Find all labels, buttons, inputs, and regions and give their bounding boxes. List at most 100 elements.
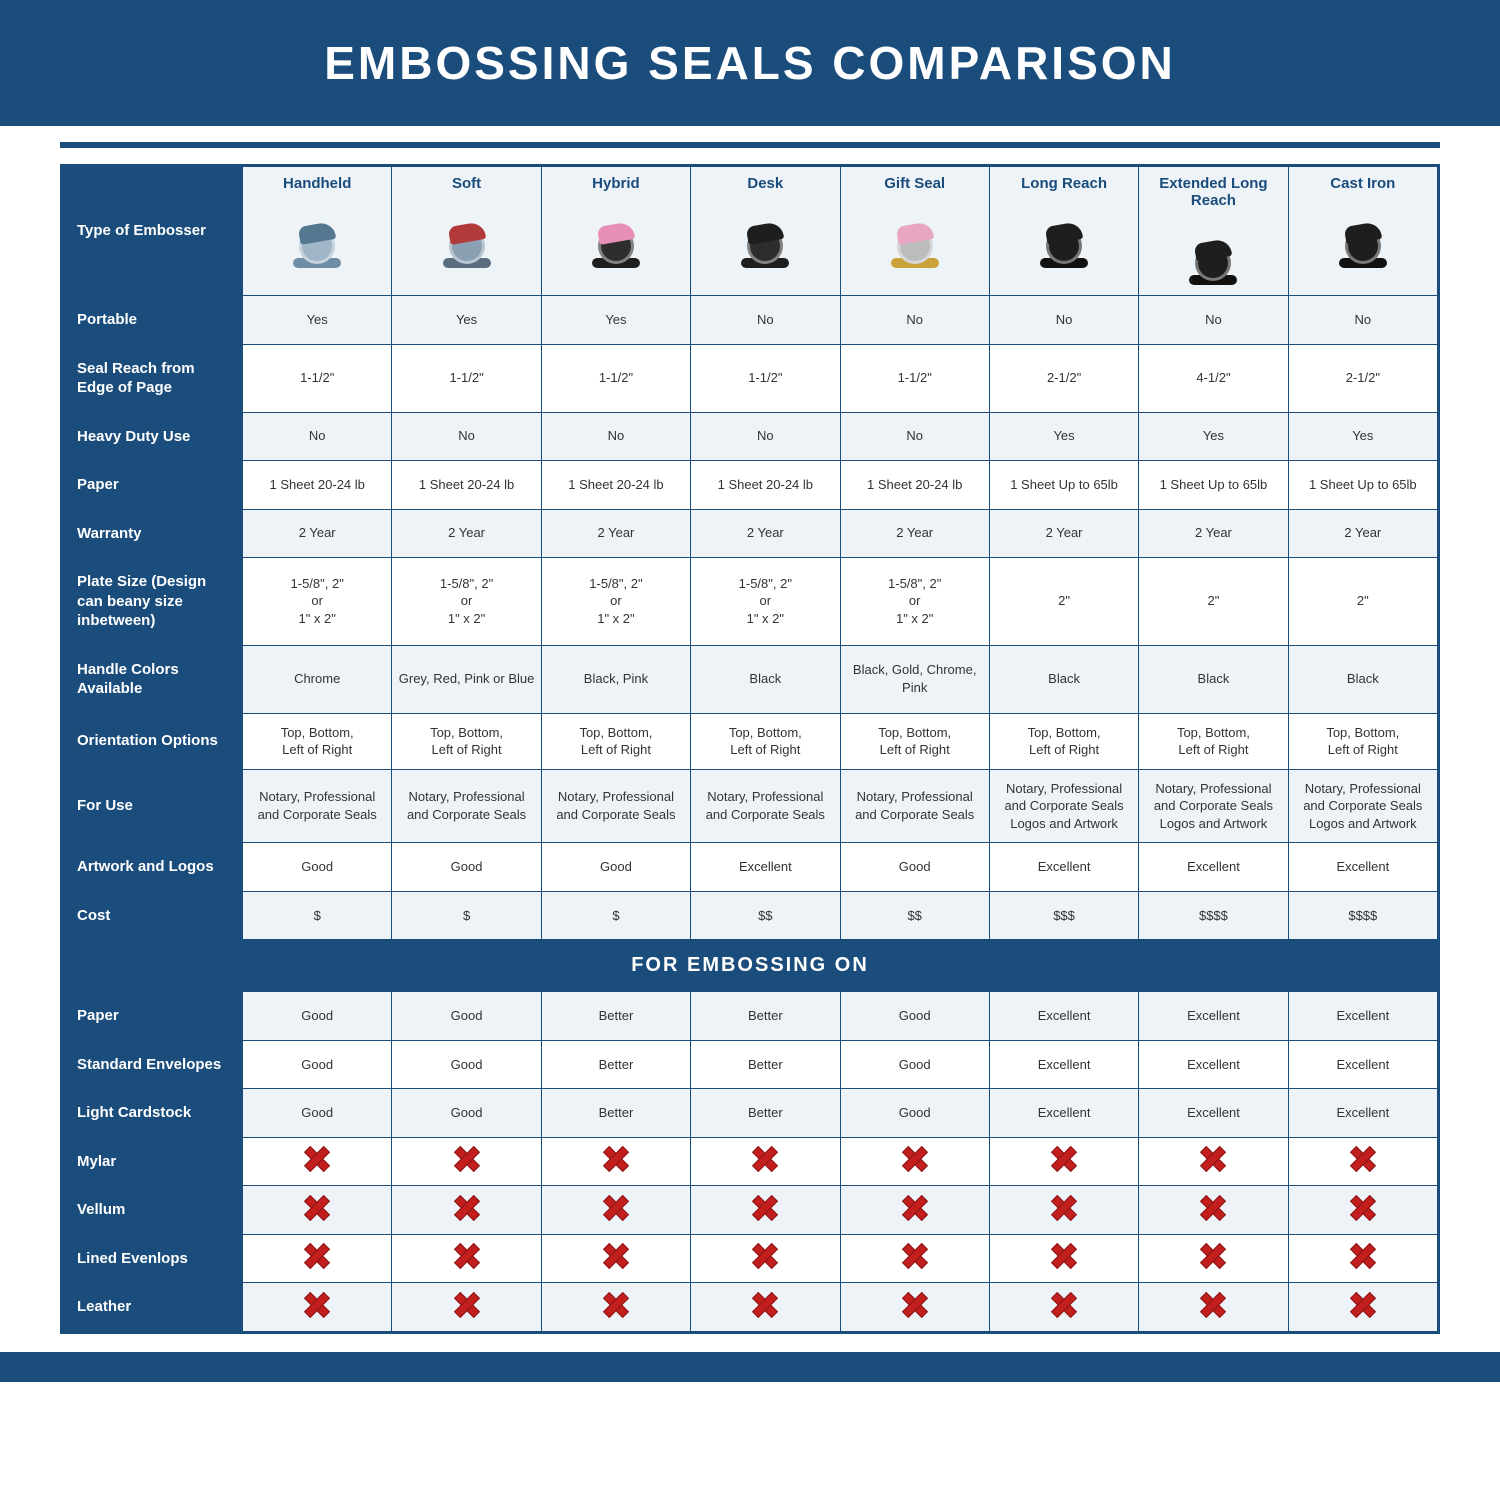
cell: Notary, Professional and Corporate Seals… — [989, 769, 1138, 843]
cell: 1-5/8", 2"or1" x 2" — [840, 558, 989, 646]
cell: 2 Year — [840, 509, 989, 558]
cell: Chrome — [243, 645, 392, 713]
column-label: Desk — [695, 175, 835, 192]
cell: No — [691, 296, 840, 345]
not-supported-icon — [1053, 1245, 1075, 1267]
cell: Better — [691, 992, 840, 1041]
cell: No — [840, 412, 989, 461]
column-label: Hybrid — [546, 175, 686, 192]
row-label: Mylar — [63, 1137, 243, 1186]
comparison-table: Type of EmbosserHandheld Soft Hybrid Des… — [62, 166, 1438, 1332]
table-row: Warranty2 Year2 Year2 Year2 Year2 Year2 … — [63, 509, 1438, 558]
cell: Better — [541, 992, 690, 1041]
cell: $ — [541, 891, 690, 940]
not-supported-icon — [904, 1294, 926, 1316]
column-header: Gift Seal — [840, 167, 989, 296]
cell: 1-5/8", 2"or1" x 2" — [541, 558, 690, 646]
row-label: Warranty — [63, 509, 243, 558]
cell: Excellent — [1139, 1040, 1288, 1089]
column-header: Handheld — [243, 167, 392, 296]
cell: Black, Pink — [541, 645, 690, 713]
not-supported-icon — [904, 1245, 926, 1267]
table-row: Paper1 Sheet 20-24 lb1 Sheet 20-24 lb1 S… — [63, 461, 1438, 510]
cell: Black — [989, 645, 1138, 713]
cell — [392, 1283, 541, 1332]
not-supported-icon — [456, 1294, 478, 1316]
cell: Top, Bottom,Left of Right — [840, 713, 989, 769]
table-row: Handle Colors AvailableChromeGrey, Red, … — [63, 645, 1438, 713]
cell: $ — [392, 891, 541, 940]
cell: 1 Sheet 20-24 lb — [392, 461, 541, 510]
table-row: Plate Size (Design can beany size inbetw… — [63, 558, 1438, 646]
row-label: Heavy Duty Use — [63, 412, 243, 461]
table-row: Leather — [63, 1283, 1438, 1332]
cell: 4-1/2" — [1139, 344, 1288, 412]
cell: Better — [691, 1089, 840, 1138]
cell: Notary, Professional and Corporate Seals… — [1139, 769, 1288, 843]
not-supported-icon — [1053, 1294, 1075, 1316]
column-header: Extended Long Reach — [1139, 167, 1288, 296]
table-row: Mylar — [63, 1137, 1438, 1186]
cell: 2" — [1288, 558, 1437, 646]
cell: Top, Bottom,Left of Right — [541, 713, 690, 769]
not-supported-icon — [306, 1245, 328, 1267]
title-divider — [60, 142, 1440, 148]
cell: No — [989, 296, 1138, 345]
cell: 2 Year — [989, 509, 1138, 558]
cell — [1139, 1186, 1288, 1235]
cell: Good — [392, 843, 541, 892]
cell: Excellent — [1288, 1089, 1437, 1138]
column-label: Long Reach — [994, 175, 1134, 192]
cell: Better — [691, 1040, 840, 1089]
cell: 2 Year — [392, 509, 541, 558]
cell — [691, 1283, 840, 1332]
column-label: Handheld — [247, 175, 387, 192]
cell — [691, 1234, 840, 1283]
not-supported-icon — [456, 1245, 478, 1267]
cell: Black — [1139, 645, 1288, 713]
cell: 1 Sheet Up to 65lb — [989, 461, 1138, 510]
cell: No — [1139, 296, 1288, 345]
cell: Good — [840, 1089, 989, 1138]
cell: Excellent — [1288, 1040, 1437, 1089]
cell: Grey, Red, Pink or Blue — [392, 645, 541, 713]
cell: $$$ — [989, 891, 1138, 940]
cell: Excellent — [1288, 843, 1437, 892]
not-supported-icon — [1053, 1197, 1075, 1219]
cell: No — [1288, 296, 1437, 345]
cell: Good — [392, 1040, 541, 1089]
column-header: Long Reach — [989, 167, 1138, 296]
cell: 1-1/2" — [392, 344, 541, 412]
cell — [691, 1186, 840, 1235]
cell: 1 Sheet 20-24 lb — [691, 461, 840, 510]
row-label: Handle Colors Available — [63, 645, 243, 713]
not-supported-icon — [1352, 1148, 1374, 1170]
cell — [1288, 1137, 1437, 1186]
cell: Black — [1288, 645, 1437, 713]
cell — [541, 1137, 690, 1186]
cell: 1-5/8", 2"or1" x 2" — [243, 558, 392, 646]
embosser-icon — [576, 200, 656, 270]
cell: Good — [243, 843, 392, 892]
cell — [243, 1137, 392, 1186]
cell — [691, 1137, 840, 1186]
cell: Yes — [989, 412, 1138, 461]
row-label: Artwork and Logos — [63, 843, 243, 892]
table-row: Vellum — [63, 1186, 1438, 1235]
not-supported-icon — [754, 1294, 776, 1316]
cell — [840, 1234, 989, 1283]
cell — [243, 1186, 392, 1235]
cell: 1 Sheet 20-24 lb — [243, 461, 392, 510]
cell: $$$$ — [1288, 891, 1437, 940]
cell: Top, Bottom,Left of Right — [243, 713, 392, 769]
row-label: Light Cardstock — [63, 1089, 243, 1138]
embosser-icon — [1024, 200, 1104, 270]
cell: $$$$ — [1139, 891, 1288, 940]
cell: Top, Bottom,Left of Right — [1139, 713, 1288, 769]
not-supported-icon — [1202, 1294, 1224, 1316]
cell: Good — [840, 992, 989, 1041]
row-label: Standard Envelopes — [63, 1040, 243, 1089]
cell: 1-5/8", 2"or1" x 2" — [392, 558, 541, 646]
cell: No — [392, 412, 541, 461]
row-label: Leather — [63, 1283, 243, 1332]
